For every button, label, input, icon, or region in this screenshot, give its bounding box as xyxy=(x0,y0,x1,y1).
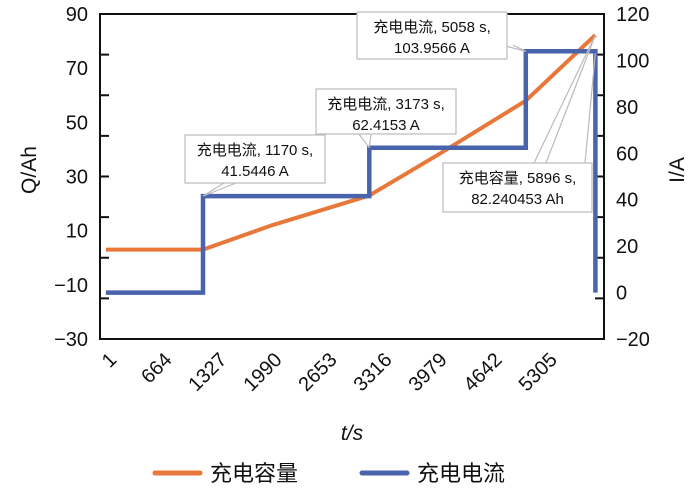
x-tick-label: 2653 xyxy=(295,349,342,396)
y-left-tick-label: 10 xyxy=(66,221,88,243)
x-tick-label: 3979 xyxy=(405,349,452,396)
y-left-tick-label: 50 xyxy=(66,112,88,134)
x-label: t/s xyxy=(341,422,364,445)
callout-line1: 充电电流, 3173 s, xyxy=(327,96,445,113)
y-right-tick-label: 60 xyxy=(616,143,638,165)
callout-leader xyxy=(545,34,596,164)
callout-leader xyxy=(358,133,370,149)
callout-box xyxy=(356,11,508,60)
callout-line1: 充电容量, 5896 s, xyxy=(459,170,577,187)
y-left-tick-label: −30 xyxy=(54,329,88,351)
annotation-callout: 充电电流, 1170 s, 41.5446 A xyxy=(184,134,326,197)
y-right-tick-label: 0 xyxy=(616,283,627,305)
y-right-tick-label: −20 xyxy=(616,329,650,351)
callout-line2: 103.9566 A xyxy=(394,40,470,57)
callout-leader xyxy=(202,182,225,197)
x-tick-label: 1990 xyxy=(239,349,286,396)
plot-frame xyxy=(99,13,605,340)
annotation-callout: 充电电流, 5058 s, 103.9566 A xyxy=(356,11,527,60)
x-tick-label: 1 xyxy=(98,349,121,372)
y-right-tick-label: 80 xyxy=(616,97,638,119)
legend-label-capacity: 充电容量 xyxy=(210,461,298,486)
callout-line2: 62.4153 A xyxy=(352,117,420,134)
legend-label-current: 充电电流 xyxy=(417,461,505,486)
callout-leader xyxy=(368,133,372,148)
legend: 充电容量 充电电流 xyxy=(152,461,505,486)
x-tick-label: 664 xyxy=(137,349,176,388)
y-right-tick-label: 100 xyxy=(616,50,649,72)
callout-box xyxy=(442,162,593,213)
series-current-line xyxy=(105,48,598,295)
y-right-tick-label: 20 xyxy=(616,236,638,258)
callout-line2: 41.5446 A xyxy=(221,163,289,180)
y-left-tick-label: −10 xyxy=(54,275,88,297)
y-left-tick-label: 70 xyxy=(66,58,88,80)
callout-box xyxy=(315,88,457,135)
x-tick-label: 5305 xyxy=(515,349,562,396)
callout-leader xyxy=(512,44,527,52)
series-capacity-line xyxy=(105,33,597,252)
annotation-callout: 充电容量, 5896 s, 82.240453 Ah xyxy=(442,34,596,213)
callout-line1: 充电电流, 1170 s, xyxy=(197,142,313,159)
y-left-label: Q/Ah xyxy=(18,146,41,194)
x-tick-label: 4642 xyxy=(460,349,507,396)
y-right-tick-label: 120 xyxy=(616,4,649,26)
callout-line1: 充电电流, 5058 s, xyxy=(373,19,491,36)
y-right-tick-label: 40 xyxy=(616,190,638,212)
y-left-tick-label: 90 xyxy=(66,4,88,26)
callout-line2: 82.240453 Ah xyxy=(471,191,564,208)
callout-leader xyxy=(584,53,596,164)
callout-leader xyxy=(202,182,237,197)
callout-leader xyxy=(533,34,596,164)
x-tick-label: 3316 xyxy=(350,349,397,396)
callout-box xyxy=(184,134,326,184)
y-left-tick-label: 30 xyxy=(66,167,88,189)
annotation-callout: 充电电流, 3173 s, 62.4153 A xyxy=(315,88,457,149)
y-right-label: I/A xyxy=(666,157,689,183)
x-tick-label: 1327 xyxy=(184,349,231,396)
